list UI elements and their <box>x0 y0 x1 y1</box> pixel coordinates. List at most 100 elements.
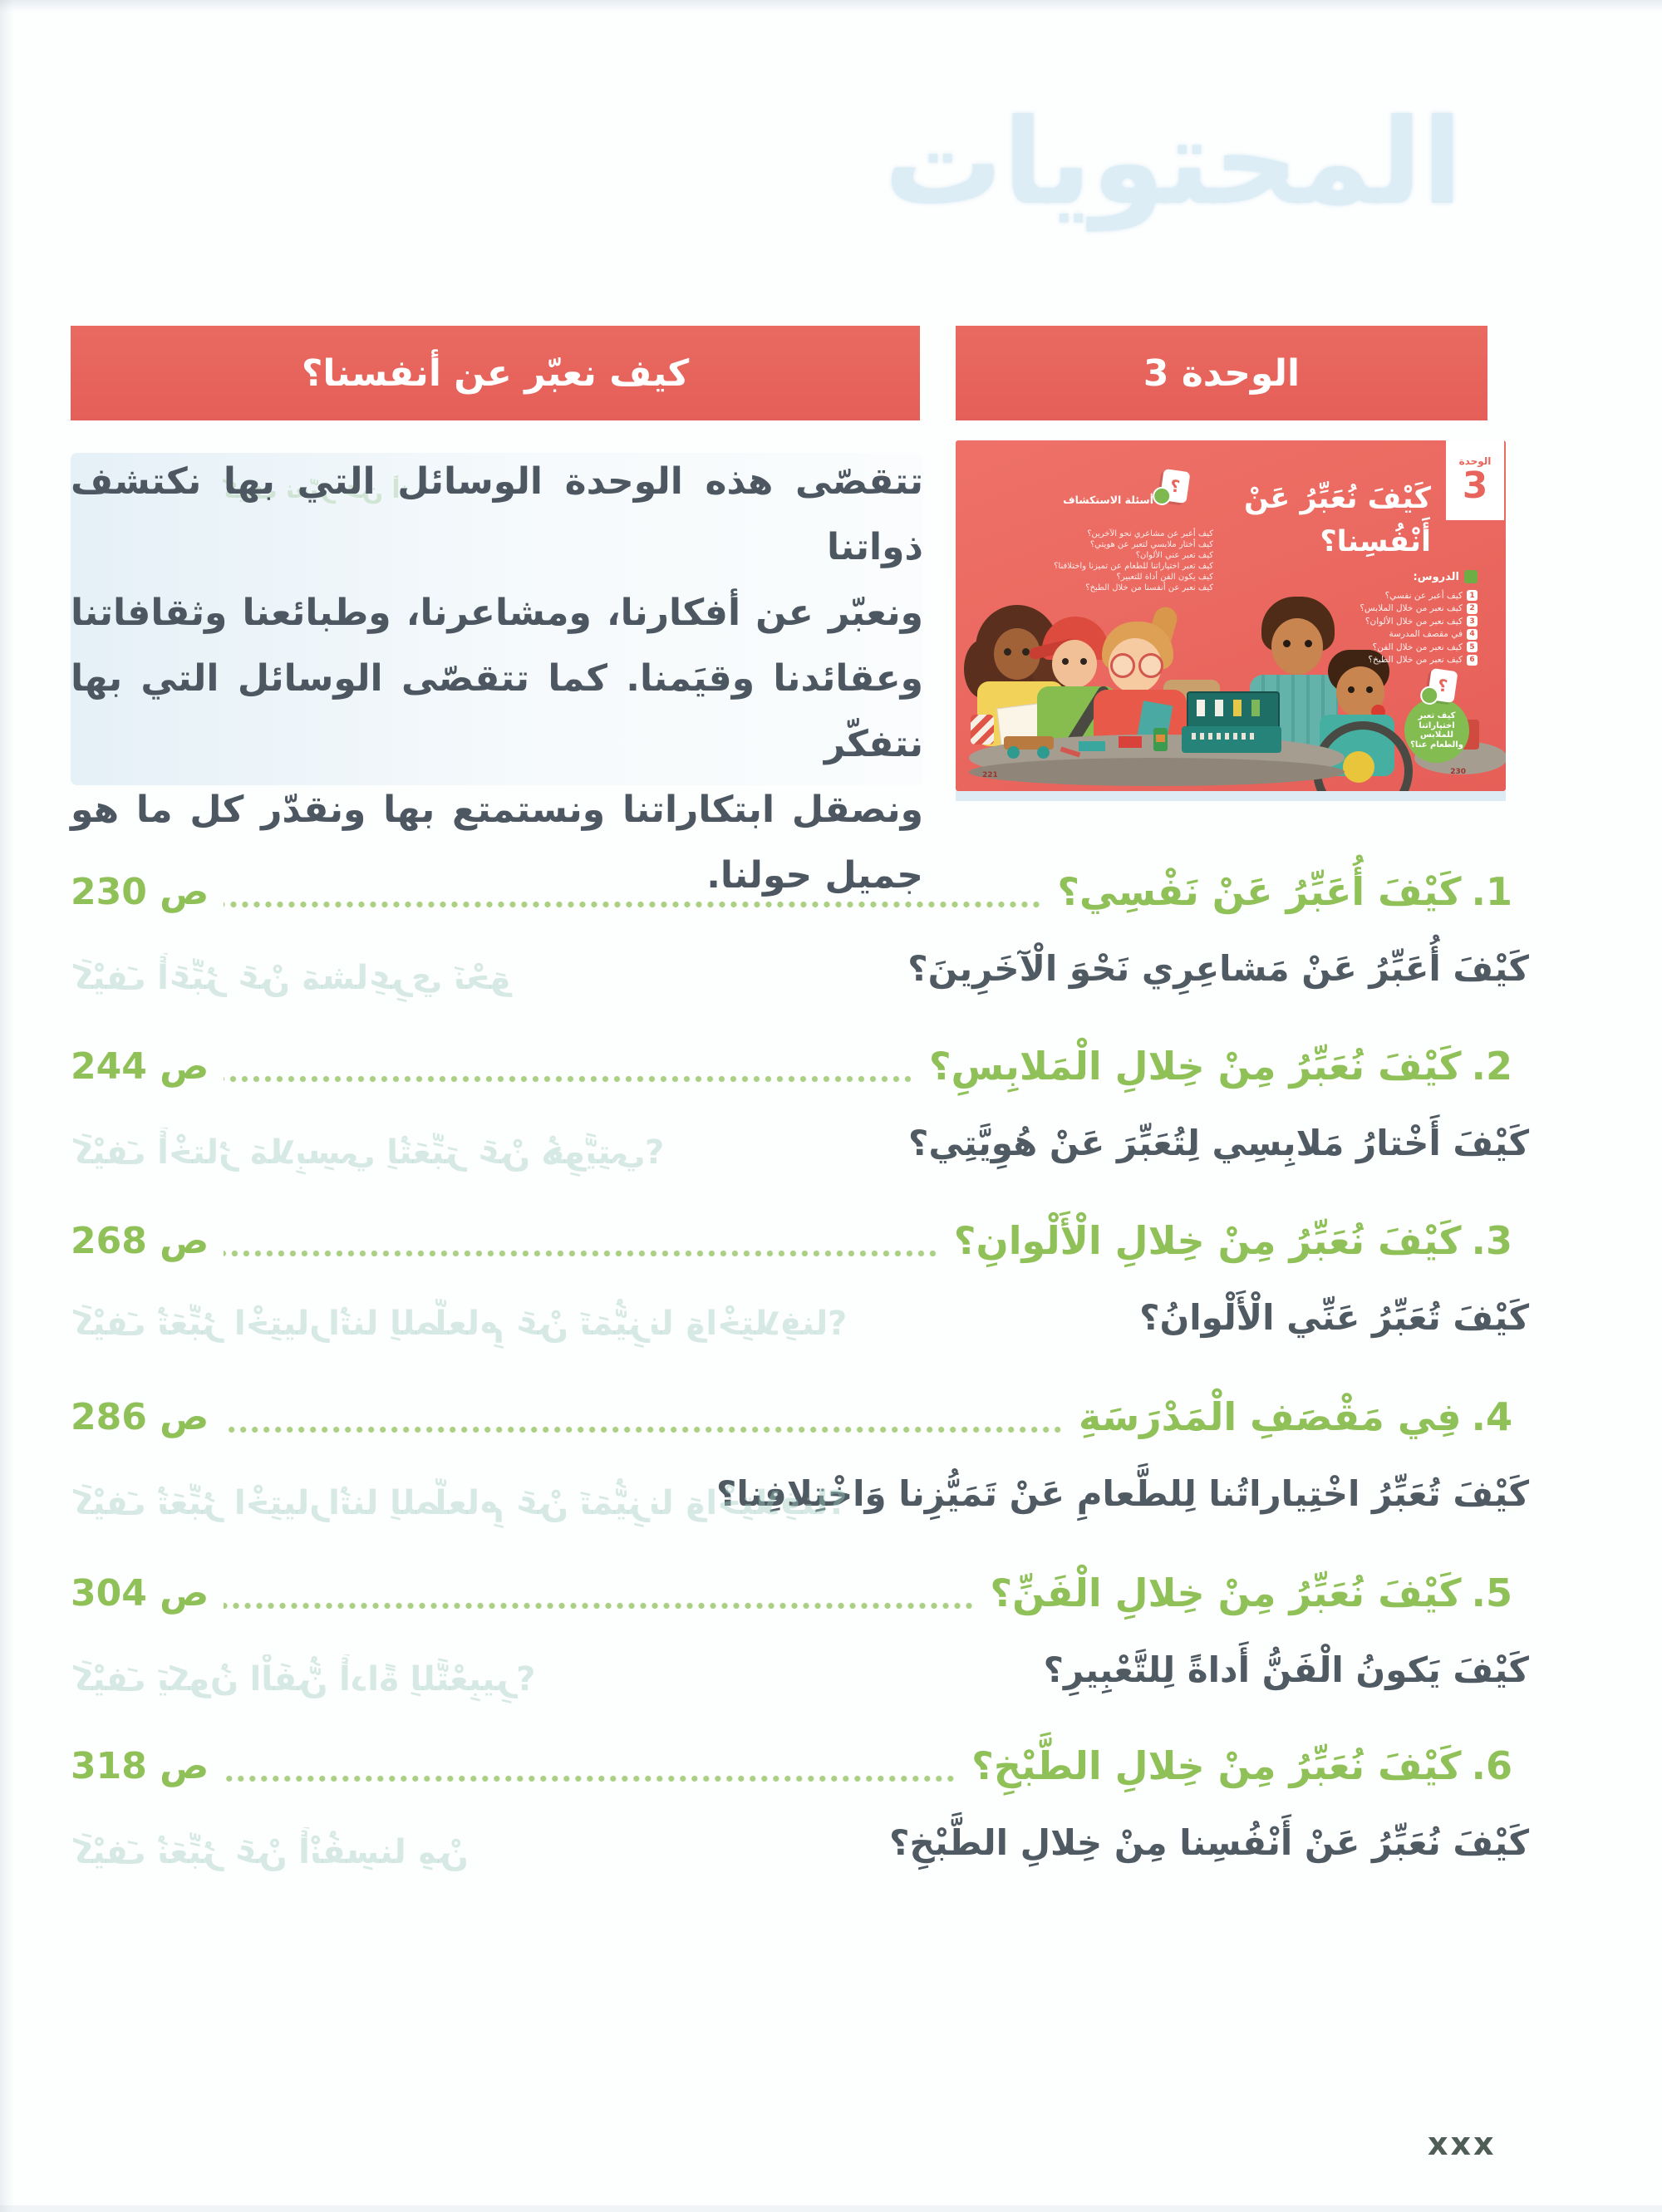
lesson-subtitle: كَيْفَ نُعَبِّرُ عَنْ أَنْفُسِنا مِنْ خِ… <box>889 1822 1529 1863</box>
kid-eye <box>1283 640 1291 647</box>
cover-lesson-text: كيف نعبر من خلال الملابس؟ <box>1360 603 1463 613</box>
exploration-questions-list: كيف أعبر عن مشاعري نحو الآخرين؟ كيف أختا… <box>1054 528 1213 593</box>
lesson-number: 4. <box>1471 1394 1513 1439</box>
kid-eye <box>1022 648 1030 656</box>
cover-lesson-text: كيف نعبر من خلال الألوان؟ <box>1365 616 1463 627</box>
exploration-question: كيف أعبر عن مشاعري نحو الآخرين؟ <box>1087 529 1213 538</box>
cover-lesson-item: 1 كيف أعبر عن نفسي؟ <box>1360 590 1478 601</box>
cover-title: كَيْفَ نُعَبِّرُ عَنْ أَنْفُسِنا؟ <box>1244 477 1431 563</box>
bubble-line: والطعام عنا؟ <box>1410 740 1463 750</box>
lesson-number: 3. <box>1471 1218 1513 1263</box>
kid-eye <box>1080 658 1087 665</box>
bleed-through-text: كَيْفَ تُعَبِّرُ اخْتِياراتُنا لِلطَّعام… <box>73 1484 848 1522</box>
bleed-through-strip <box>956 791 1506 801</box>
jar-label <box>1156 735 1165 742</box>
bleed-through-text: كَيْفَ تُعَبِّرُ اخْتِياراتُنا لِلطَّعام… <box>73 1305 848 1343</box>
exploration-question: كيف أختار ملابسي لتعبر عن هويتي؟ <box>1089 540 1213 549</box>
dotted-leader <box>224 1249 939 1257</box>
unit-description-paragraph: تتقصّى هذه الوحدة الوسائل التي بها نكتشف… <box>71 449 923 908</box>
cover-lesson-number: 2 <box>1467 602 1478 614</box>
bleed-through-text: كَيْفَ أُعَبِّرُ عَنْ مَشاعِرِي نَحْوَ ا… <box>73 959 522 997</box>
question-card-icon: ؟ <box>1419 667 1458 706</box>
lesson-page-ref: ص 268 <box>71 1219 209 1262</box>
paragraph-line: ونصقل ابتكاراتنا ونستمتع بها ونقدّر كل م… <box>71 789 923 831</box>
paragraph-line: جميل حولنا. <box>706 854 923 897</box>
paint-tube <box>1215 700 1223 716</box>
lesson-page-ref: ص 286 <box>71 1395 209 1438</box>
lesson-subtitle: كَيْفَ أَخْتارُ مَلابِسِي لِتُعَبِّرَ عَ… <box>908 1123 1529 1163</box>
table-edge <box>969 758 1345 786</box>
lessons-list-header: الدروس: <box>1413 570 1478 583</box>
glasses <box>1110 653 1135 678</box>
lesson-page-ref: ص 244 <box>71 1045 209 1088</box>
bleed-through-blob <box>71 453 923 785</box>
toc-entry[interactable]: 5. كَيْفَ نُعَبِّرُ مِنْ خِلالِ الْفَنِّ… <box>71 1566 1512 1620</box>
teal-block <box>1079 741 1105 751</box>
lesson-page-ref: ص 230 <box>71 870 209 913</box>
cover-title-line: أَنْفُسِنا؟ <box>1320 525 1431 558</box>
cover-lesson-text: كيف نعبر من خلال الطبخ؟ <box>1368 655 1463 665</box>
lesson-page-ref: ص 304 <box>71 1571 209 1615</box>
paint-tube <box>1233 700 1242 716</box>
question-card-icon: ؟ <box>1151 468 1191 507</box>
toc-entry[interactable]: 3. كَيْفَ نُعَبِّرُ مِنْ خِلالِ الْأَلْو… <box>71 1213 1512 1268</box>
bubble-line: كيف تعبر <box>1418 711 1456 720</box>
focus-question-bubble: كيف تعبر اختياراتنا للملابس والطعام عنا؟ <box>1404 698 1469 763</box>
cover-lesson-item: 6 كيف نعبر من خلال الطبخ؟ <box>1360 654 1478 666</box>
cover-lesson-number: 6 <box>1467 654 1478 666</box>
lesson-subtitle: كَيْفَ أُعَبِّرُ عَنْ مَشاعِرِي نَحْوَ ا… <box>907 948 1529 989</box>
unit-title-text: كيف نعبّر عن أنفسنا؟ <box>301 351 690 395</box>
dotted-leader <box>224 900 1043 908</box>
paint-kit-base <box>1182 726 1281 753</box>
cover-lesson-text: في مقصف المدرسة <box>1389 629 1463 639</box>
cover-page-number-left: 221 <box>982 771 998 779</box>
cover-page-number-right: 230 <box>1450 768 1466 776</box>
kid-face <box>1052 640 1097 688</box>
scan-edge-artifact <box>0 0 1662 12</box>
cover-lesson-number: 4 <box>1467 628 1478 640</box>
toc-entry[interactable]: 2. كَيْفَ نُعَبِّرُ مِنْ خِلالِ الْمَلاب… <box>71 1039 1512 1094</box>
lesson-title: كَيْفَ نُعَبِّرُ مِنْ خِلالِ الْمَلابِسِ… <box>928 1044 1462 1089</box>
glasses <box>1138 653 1163 678</box>
dotted-leader <box>224 1601 976 1610</box>
lessons-label-text: الدروس: <box>1413 570 1459 583</box>
exploration-question: كيف نعبر عن أنفسنا من خلال الطبخ؟ <box>1085 583 1213 592</box>
unit-title-bar: كيف نعبّر عن أنفسنا؟ <box>71 326 920 420</box>
paragraph-line: وعقائدنا وقيَمنا. كما تتقصّى الوسائل الت… <box>71 657 923 765</box>
cover-title-line: كَيْفَ نُعَبِّرُ عَنْ <box>1243 482 1431 515</box>
toc-entry[interactable]: 6. كَيْفَ نُعَبِّرُ مِنْ خِلالِ الطَّبْخ… <box>71 1738 1512 1793</box>
lesson-subtitle: كَيْفَ يَكونُ الْفَنُّ أَداةً لِلتَّعْبِ… <box>1043 1649 1529 1690</box>
lesson-title: فِي مَقْصَفِ الْمَدْرَسَةِ <box>1079 1394 1462 1439</box>
paint-tube <box>1197 700 1205 716</box>
paint-tube <box>1251 700 1260 716</box>
bleed-through-text: كَيْفَ نُعَبِّرُ عَنْ أَنْفُسِنا مِنْ خِ… <box>73 1833 472 1871</box>
paragraph-line: تتقصّى هذه الوحدة الوسائل التي بها نكتشف… <box>71 460 923 568</box>
lesson-title: كَيْفَ نُعَبِّرُ مِنْ خِلالِ الطَّبْخِ؟ <box>971 1743 1462 1788</box>
exploration-questions-label: أسئلة الاستكشاف <box>1063 494 1153 506</box>
kid-eye <box>1366 686 1373 693</box>
toc-entry[interactable]: 1. كَيْفَ أُعَبِّرُ عَنْ نَفْسِي؟ ص 230 <box>71 864 1512 919</box>
scan-edge-artifact <box>0 2205 1662 2212</box>
kid-eye <box>1004 648 1011 656</box>
lesson-number: 6. <box>1471 1743 1513 1788</box>
lesson-title: كَيْفَ نُعَبِّرُ مِنْ خِلالِ الْأَلْوانِ… <box>953 1218 1462 1263</box>
unit-tab-number: 3 <box>1462 465 1488 507</box>
toy-wheel <box>1037 746 1050 759</box>
kid-eye <box>1305 640 1312 647</box>
exploration-question: كيف تعبر عني الألوان؟ <box>1135 551 1213 560</box>
paragraph-line: ونعبّر عن أفكارنا، ومشاعرنا، وطبائعنا وث… <box>71 592 923 634</box>
kid-eye <box>1062 658 1069 665</box>
lesson-title: كَيْفَ أُعَبِّرُ عَنْ نَفْسِي؟ <box>1057 869 1462 914</box>
cover-lesson-number: 1 <box>1467 590 1478 601</box>
lesson-number: 1. <box>1471 869 1513 914</box>
cover-lesson-number: 3 <box>1467 616 1478 627</box>
kit-contents <box>1192 733 1258 740</box>
cover-lesson-item: 2 كيف نعبر من خلال الملابس؟ <box>1360 602 1478 614</box>
dotted-leader <box>224 1074 914 1083</box>
unit-opener-thumbnail: الوحدة 3 كَيْفَ نُعَبِّرُ عَنْ أَنْفُسِن… <box>956 440 1506 791</box>
kid-face <box>1271 618 1323 675</box>
exploration-question: كيف يكون الفن أداة للتعبير؟ <box>1116 573 1213 582</box>
toc-entry[interactable]: 4. فِي مَقْصَفِ الْمَدْرَسَةِ ص 286 <box>71 1389 1512 1444</box>
lesson-title: كَيْفَ نُعَبِّرُ مِنْ خِلالِ الْفَنِّ؟ <box>990 1571 1462 1615</box>
